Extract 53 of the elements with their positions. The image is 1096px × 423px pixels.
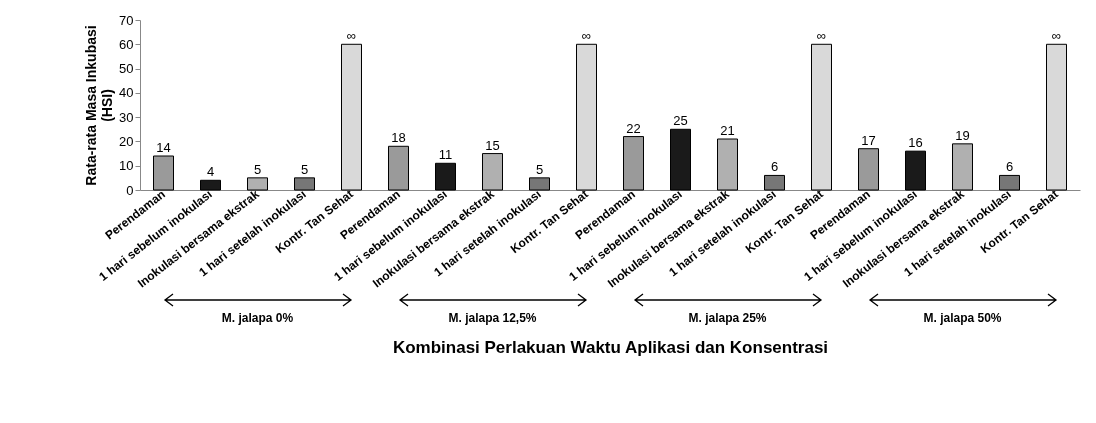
data-label: 14 <box>156 140 171 155</box>
data-label: ∞ <box>816 28 827 44</box>
x-axis-title: Kombinasi Perlakuan Waktu Aplikasi dan Konsentrasi <box>392 337 829 357</box>
data-label: ∞ <box>581 28 592 44</box>
bar <box>200 179 221 191</box>
bar <box>764 174 785 191</box>
bar <box>529 177 550 191</box>
y-tick-label: 70 <box>119 12 134 28</box>
text: M. jalapa 12,5% <box>448 311 537 325</box>
data-label: 18 <box>391 130 406 146</box>
data-label: 16 <box>908 135 923 151</box>
data-label: 25 <box>673 113 688 129</box>
data-label: 4 <box>206 164 215 180</box>
bar <box>388 145 409 191</box>
y-axis-title: Rata-rata Masa Inkubasi (HSI) <box>83 25 116 186</box>
bar <box>341 43 362 191</box>
text: M. jalapa 25% <box>688 311 767 325</box>
data-label: 6 <box>770 159 779 175</box>
data-label: 22 <box>626 120 641 136</box>
y-tick-label: 60 <box>119 36 134 52</box>
data-label: 5 <box>300 161 309 177</box>
bar <box>435 162 456 191</box>
data-label: 5 <box>253 161 262 177</box>
bar <box>623 136 644 191</box>
y-tick-label: 40 <box>119 85 134 101</box>
data-label: 5 <box>535 161 544 177</box>
bar <box>999 174 1020 191</box>
y-tick-label: 20 <box>119 133 134 149</box>
bar <box>576 43 597 191</box>
y-tick-label: 50 <box>119 61 134 77</box>
data-label: 17 <box>861 132 876 148</box>
data-label: 11 <box>438 147 453 163</box>
data-label: 15 <box>485 137 500 153</box>
data-label: ∞ <box>1051 28 1062 44</box>
bar <box>670 128 691 191</box>
bar <box>153 155 174 191</box>
bar <box>858 148 879 191</box>
bar <box>717 138 738 191</box>
bar <box>905 150 926 191</box>
y-tick-label: 10 <box>119 158 134 174</box>
data-label: ∞ <box>346 28 357 44</box>
bar <box>811 43 832 191</box>
bar <box>294 177 315 191</box>
text: M. jalapa 50% <box>923 311 1002 325</box>
data-label: 19 <box>955 127 970 143</box>
data-label: 6 <box>1005 159 1014 175</box>
y-tick-label: 30 <box>119 109 134 125</box>
bar <box>952 143 973 191</box>
data-label: 21 <box>720 123 735 138</box>
bar <box>247 177 268 191</box>
text: M. jalapa 0% <box>221 311 294 325</box>
bar <box>482 153 503 191</box>
bar <box>1046 43 1067 191</box>
